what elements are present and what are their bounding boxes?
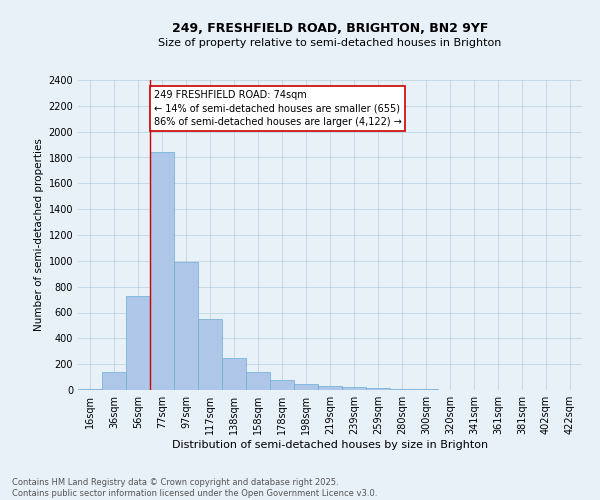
Bar bbox=[198, 319, 222, 390]
Text: Contains HM Land Registry data © Crown copyright and database right 2025.
Contai: Contains HM Land Registry data © Crown c… bbox=[12, 478, 377, 498]
Bar bbox=[126, 296, 150, 390]
Text: 249, FRESHFIELD ROAD, BRIGHTON, BN2 9YF: 249, FRESHFIELD ROAD, BRIGHTON, BN2 9YF bbox=[172, 22, 488, 36]
Text: Size of property relative to semi-detached houses in Brighton: Size of property relative to semi-detach… bbox=[158, 38, 502, 48]
Bar bbox=[270, 380, 294, 390]
Bar bbox=[342, 388, 366, 390]
Bar bbox=[246, 372, 270, 390]
Bar bbox=[78, 388, 102, 390]
Bar bbox=[294, 384, 318, 390]
Bar bbox=[222, 358, 246, 390]
Bar bbox=[318, 386, 342, 390]
Y-axis label: Number of semi-detached properties: Number of semi-detached properties bbox=[34, 138, 44, 332]
Text: 249 FRESHFIELD ROAD: 74sqm
← 14% of semi-detached houses are smaller (655)
86% o: 249 FRESHFIELD ROAD: 74sqm ← 14% of semi… bbox=[154, 90, 401, 126]
Bar bbox=[366, 388, 390, 390]
Bar bbox=[150, 152, 174, 390]
Bar bbox=[102, 372, 126, 390]
Bar bbox=[174, 262, 198, 390]
X-axis label: Distribution of semi-detached houses by size in Brighton: Distribution of semi-detached houses by … bbox=[172, 440, 488, 450]
